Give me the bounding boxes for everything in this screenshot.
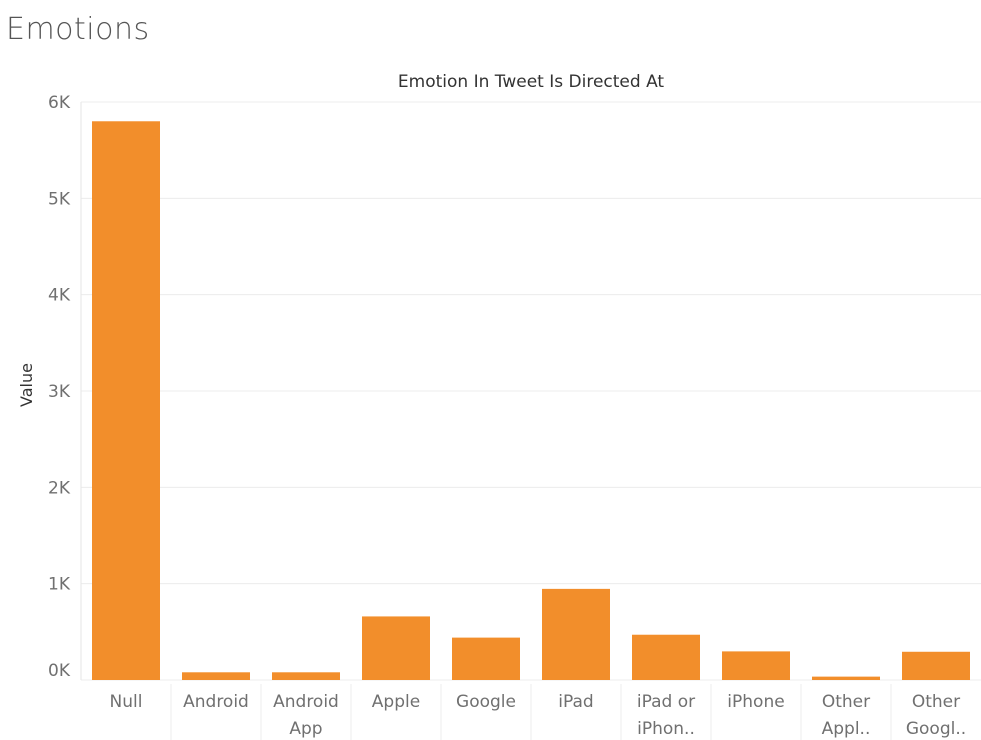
x-category-label: iPhone xyxy=(727,692,784,712)
x-category-label: Android xyxy=(273,692,339,712)
y-tick-label: 2K xyxy=(48,478,71,498)
x-category-label: Appl.. xyxy=(822,719,871,739)
x-category-label: iPad or xyxy=(637,692,695,712)
x-category-label: Other xyxy=(912,692,960,712)
x-axis-labels: Null Android Android App Apple Google iPad iPad… xyxy=(110,684,966,740)
y-tick-label: 3K xyxy=(48,382,71,402)
chart-title: Emotion In Tweet Is Directed At xyxy=(398,72,664,92)
bar[interactable] xyxy=(182,672,250,680)
bar[interactable] xyxy=(722,651,790,680)
bar[interactable] xyxy=(812,676,880,680)
y-axis-title: Value xyxy=(17,363,36,407)
y-tick-label: 5K xyxy=(48,189,71,209)
bars xyxy=(92,121,970,681)
gridlines xyxy=(81,101,981,681)
y-tick-label: 1K xyxy=(48,575,71,595)
y-tick-label: 6K xyxy=(48,93,71,113)
bar[interactable] xyxy=(542,588,610,680)
bar[interactable] xyxy=(452,637,520,680)
x-category-label: Null xyxy=(110,692,143,712)
bar[interactable] xyxy=(902,651,970,680)
x-category-label: App xyxy=(289,719,322,739)
bar[interactable] xyxy=(362,616,430,680)
bar[interactable] xyxy=(632,634,700,680)
x-category-label: iPad xyxy=(558,692,593,712)
y-tick-label: 0K xyxy=(48,661,71,681)
y-tick-label: 4K xyxy=(48,286,71,306)
bar[interactable] xyxy=(272,672,340,680)
x-category-label: Google xyxy=(456,692,516,712)
x-category-label: Android xyxy=(183,692,249,712)
x-category-label: iPhon.. xyxy=(637,719,695,739)
x-category-label: Googl.. xyxy=(906,719,966,739)
x-category-label: Apple xyxy=(372,692,420,712)
bar[interactable] xyxy=(92,121,160,681)
page-title: Emotions xyxy=(6,12,150,47)
x-category-label: Other xyxy=(822,692,870,712)
y-axis-ticks: 0K 1K 2K 3K 4K 5K 6K xyxy=(48,93,71,681)
